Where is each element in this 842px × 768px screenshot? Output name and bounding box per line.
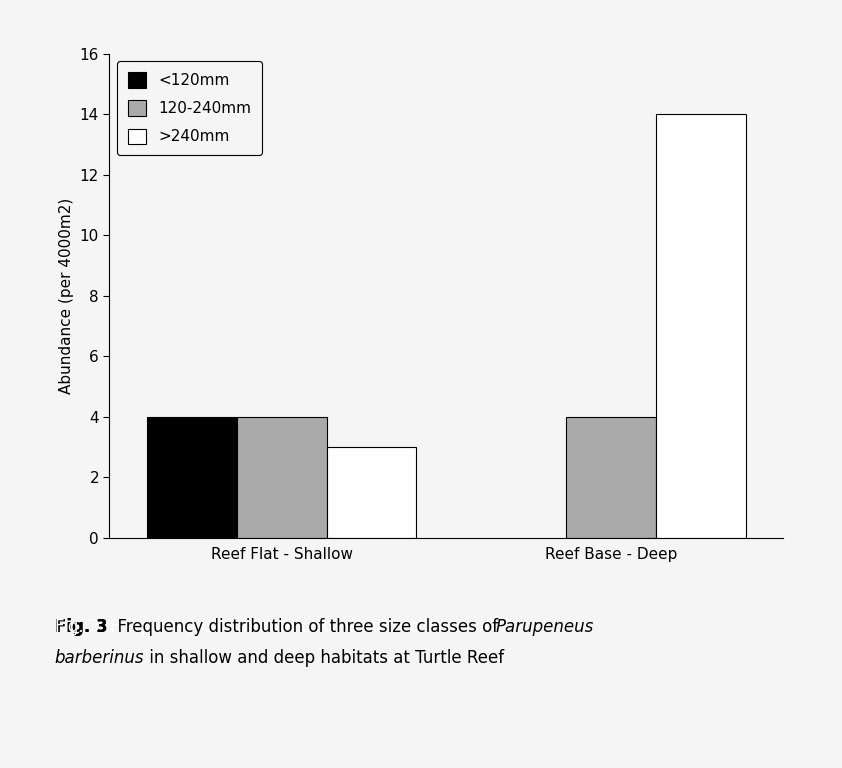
Text: in shallow and deep habitats at Turtle Reef: in shallow and deep habitats at Turtle R… (144, 649, 504, 667)
Bar (147, 416, 237, 538)
Bar (327, 447, 416, 538)
Text: Fig. 3: Fig. 3 (55, 618, 108, 636)
Bar (237, 416, 327, 538)
Text: Fig. 3  Frequency distribution of three size classes of: Fig. 3 Frequency distribution of three s… (55, 618, 496, 636)
Legend: <120mm, 120-240mm, >240mm: <120mm, 120-240mm, >240mm (117, 61, 262, 155)
Text: Parupeneus: Parupeneus (496, 618, 594, 636)
Y-axis label: Abundance (per 4000m2): Abundance (per 4000m2) (59, 197, 74, 394)
Bar (656, 114, 746, 538)
Text: Fig. 3: Fig. 3 (55, 618, 108, 636)
Text: Frequency distribution of three size classes of: Frequency distribution of three size cla… (108, 618, 504, 636)
Text: barberinus: barberinus (55, 649, 144, 667)
Bar (566, 416, 656, 538)
